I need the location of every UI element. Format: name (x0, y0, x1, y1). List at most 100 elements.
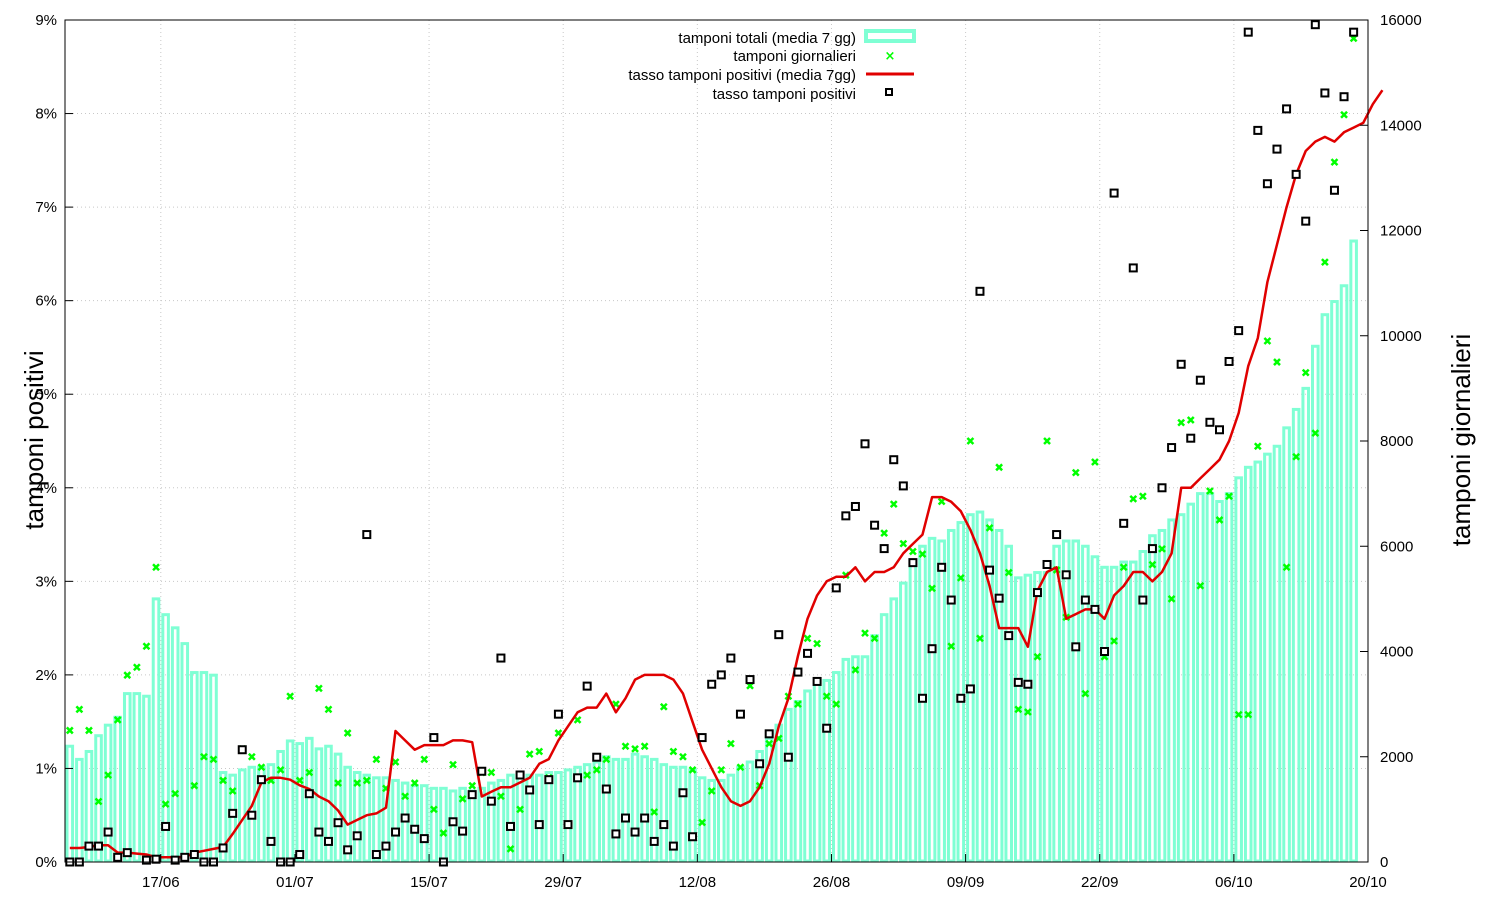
point-daily-tests (362, 776, 371, 785)
point-rate-daily (1119, 518, 1129, 528)
bar-total-tests (573, 765, 582, 863)
point-rate-daily (611, 829, 621, 839)
line-rate-avg (69, 89, 1384, 859)
point-daily-tests (104, 771, 112, 780)
point-daily-tests (190, 781, 199, 790)
point-rate-daily (141, 855, 151, 865)
bar-total-tests (496, 778, 506, 863)
point-rate-daily (783, 752, 793, 762)
point-daily-tests (113, 716, 122, 724)
legend-label-rate-daily: tasso tamponi positivi (713, 86, 856, 103)
point-daily-tests (449, 760, 457, 769)
point-rate-daily (333, 818, 343, 828)
point-daily-tests (1110, 637, 1118, 645)
bar-total-tests (1119, 560, 1128, 863)
bar-total-tests (918, 544, 927, 863)
point-daily-tests (602, 755, 611, 764)
point-rate-daily (1013, 677, 1023, 687)
bar-total-tests (659, 763, 669, 863)
point-rate-daily (1042, 559, 1052, 569)
bar-total-tests (678, 765, 688, 863)
point-daily-tests (516, 805, 524, 814)
point-daily-tests (85, 726, 93, 735)
point-daily-tests (803, 634, 812, 643)
point-rate-daily (745, 675, 755, 685)
point-rate-daily (688, 832, 698, 842)
bar-total-tests (170, 626, 180, 863)
bar-total-tests (1349, 239, 1358, 863)
bar-total-tests (199, 671, 209, 863)
x-tick-label: 29/07 (544, 874, 582, 891)
bar-total-tests (1176, 513, 1186, 863)
point-daily-tests (1225, 492, 1233, 501)
point-daily-tests (315, 684, 323, 693)
point-rate-daily (563, 820, 573, 830)
bar-total-tests (381, 776, 391, 863)
point-rate-daily (1128, 263, 1138, 273)
point-daily-tests (573, 716, 582, 724)
point-daily-tests (880, 529, 889, 537)
bar-total-tests (1253, 460, 1263, 863)
legend: tamponi totali (media 7 gg) tamponi gior… (628, 29, 916, 103)
point-daily-tests (343, 729, 352, 737)
bar-total-tests (1224, 492, 1234, 863)
point-rate-daily (573, 773, 583, 783)
bar-total-tests (1320, 313, 1330, 863)
point-daily-tests (870, 634, 879, 643)
point-rate-daily (716, 670, 726, 680)
point-daily-tests (1148, 560, 1157, 569)
point-daily-tests (1263, 337, 1272, 345)
y-left-tick-label: 0% (35, 854, 57, 871)
point-daily-tests (468, 781, 477, 790)
point-rate-daily (726, 653, 736, 663)
point-daily-tests (219, 776, 227, 785)
point-rate-daily (870, 520, 880, 530)
bar-total-tests (956, 521, 966, 863)
bar-total-tests (1023, 573, 1033, 863)
bar-total-tests (927, 536, 937, 863)
point-rate-daily (304, 789, 314, 799)
point-rate-daily (1329, 185, 1339, 195)
point-daily-tests (1004, 568, 1013, 577)
y-axis-left-title: tamponi positivi (19, 350, 49, 529)
y-left-tick-label: 1% (35, 760, 57, 777)
point-daily-tests (65, 726, 74, 735)
point-rate-daily (803, 648, 813, 658)
bar-total-tests (937, 539, 946, 863)
bar-total-tests (755, 749, 764, 863)
point-daily-tests (717, 766, 726, 774)
point-rate-daily (793, 667, 803, 677)
point-rate-daily (937, 562, 947, 572)
point-rate-daily (860, 439, 870, 449)
rate-points-layer (65, 20, 1359, 867)
point-daily-tests (1196, 581, 1205, 590)
point-daily-tests (937, 497, 946, 506)
bar-total-tests (1042, 571, 1052, 863)
point-daily-tests (305, 768, 314, 777)
point-rate-daily (659, 820, 669, 830)
point-rate-daily (113, 852, 123, 862)
point-rate-daily (94, 841, 104, 851)
point-rate-daily (994, 593, 1004, 603)
bar-total-tests (314, 747, 324, 863)
point-daily-tests (334, 779, 342, 787)
point-rate-daily (1262, 179, 1272, 189)
point-rate-daily (323, 836, 333, 846)
point-daily-tests (688, 766, 697, 774)
point-daily-tests (1253, 442, 1262, 451)
point-daily-tests (1033, 652, 1042, 661)
bar-total-tests (65, 744, 75, 863)
point-rate-daily (668, 841, 678, 851)
point-rate-daily (371, 850, 381, 860)
y-left-tick-label: 6% (35, 293, 57, 310)
bar-total-tests (266, 763, 276, 863)
point-rate-daily (1100, 647, 1110, 656)
point-daily-tests (123, 671, 132, 680)
y-left-tick-label: 2% (35, 667, 57, 684)
point-daily-tests (142, 642, 151, 651)
point-rate-daily (256, 775, 266, 785)
point-daily-tests (659, 702, 668, 711)
y-left-tick-label: 3% (35, 573, 57, 590)
point-rate-daily (1234, 326, 1244, 336)
point-daily-tests (650, 808, 659, 816)
